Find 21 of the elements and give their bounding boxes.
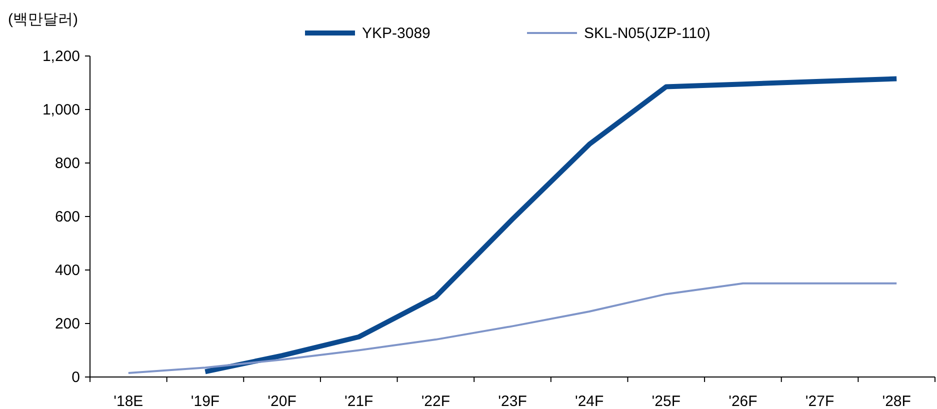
x-tick-label: '24F bbox=[574, 393, 604, 409]
x-tick-label: '26F bbox=[728, 393, 758, 409]
y-tick-label: 1,000 bbox=[42, 102, 80, 118]
x-tick-label: '20F bbox=[268, 393, 296, 409]
y-tick-label: 400 bbox=[54, 262, 80, 279]
x-tick-label: '19F bbox=[190, 393, 220, 409]
y-tick-label: 600 bbox=[54, 208, 80, 226]
y-tick-label: 800 bbox=[54, 155, 80, 172]
y-tick-label: 1,200 bbox=[42, 48, 80, 65]
x-tick-label: '27F bbox=[805, 393, 834, 409]
x-tick-label: '23F bbox=[498, 393, 527, 409]
legend-label: SKL-N05(JZP-110) bbox=[584, 25, 710, 42]
x-tick-label: '18E bbox=[114, 393, 144, 409]
x-tick-label: '28F bbox=[882, 393, 911, 409]
x-tick-label: '21F bbox=[344, 393, 374, 409]
x-tick-label: '22F bbox=[421, 393, 450, 409]
y-tick-label: 0 bbox=[72, 369, 80, 386]
legend-label: YKP-3089 bbox=[362, 25, 430, 42]
y-axis-title: (백만달러) bbox=[8, 11, 78, 28]
x-tick-label: '25F bbox=[652, 393, 680, 409]
y-tick-label: 200 bbox=[54, 316, 80, 332]
